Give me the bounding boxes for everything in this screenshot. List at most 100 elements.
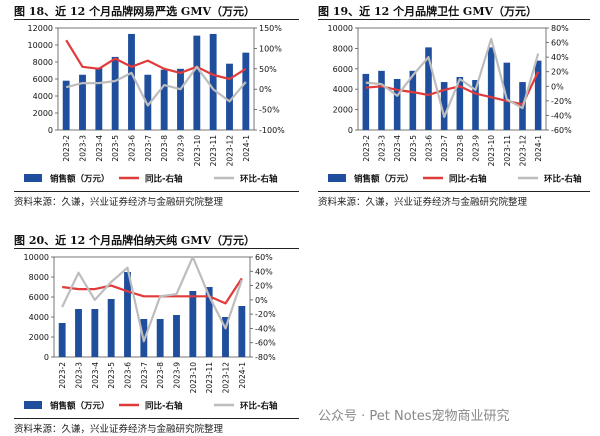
bar: [58, 323, 66, 357]
x-axis-tick-label: 2023-11: [209, 135, 218, 167]
bar: [238, 306, 246, 357]
legend-label: 同比-右轴: [145, 401, 183, 412]
figure-19-bottom-rule: [318, 191, 590, 192]
plot-frame: [357, 27, 547, 131]
figure-19-chart: 0 2000 4000 6000 8000 10000 -60% -40% -20% 0% 20% 4…: [328, 24, 582, 185]
right-axis-tick-label: -20%: [551, 97, 572, 106]
x-axis-tick-label: 2023-4: [91, 362, 100, 389]
right-axis-tick-label: -60%: [551, 126, 572, 135]
x-axis-tick-label: 2024-1: [534, 135, 543, 162]
left-axis-tick-label: 8000: [333, 44, 353, 53]
right-axis-tick-label: -40%: [255, 324, 276, 333]
figure-20-title-rule: [14, 248, 299, 249]
x-axis-tick-label: 2023-3: [79, 135, 88, 162]
left-axis-tick-label: 10000: [328, 24, 353, 33]
x-axis-tick-label: 2023-12: [519, 135, 528, 167]
bar: [128, 33, 135, 131]
right-axis-tick-label: -100%: [259, 126, 285, 135]
right-axis-tick-label: 20%: [255, 282, 273, 291]
right-axis-tick-label: 40%: [551, 53, 569, 62]
bar: [209, 33, 217, 131]
plot-frame: [53, 256, 251, 358]
bar: [534, 60, 542, 130]
x-axis-tick-label: 2024-1: [242, 135, 251, 162]
legend-label: 环比-右轴: [544, 174, 582, 185]
bar: [222, 317, 229, 357]
x-axis-tick-label: 2023-5: [111, 135, 120, 162]
x-axis-tick-label: 2023-7: [140, 362, 149, 389]
bar: [91, 309, 99, 357]
figure-20-title: 图 20、近 12 个月品牌伯纳天纯 GMV（万元）: [14, 234, 256, 247]
bar: [173, 315, 180, 357]
legend-swatch-bar: [24, 401, 42, 409]
figure-18-bottom-rule: [14, 191, 299, 192]
watermark: 公众号 · Pet Notes宠物商业研究: [318, 409, 510, 424]
right-axis-tick-label: 50%: [259, 65, 277, 74]
yoy-line: [65, 39, 247, 81]
x-axis-tick-label: 2023-10: [487, 135, 496, 167]
bar: [472, 80, 479, 130]
bar: [362, 73, 370, 130]
x-axis-tick-label: 2023-2: [362, 135, 371, 162]
left-axis-tick-label: 6000: [33, 75, 53, 84]
right-axis-tick-label: -60%: [255, 339, 276, 348]
bar: [189, 291, 197, 357]
left-axis-tick-label: 0: [48, 126, 53, 135]
x-axis-tick-label: 2023-9: [177, 135, 186, 162]
figure-18-title-rule: [14, 19, 299, 20]
x-axis-tick-label: 2023-6: [124, 362, 133, 389]
left-axis-tick-label: 8000: [33, 58, 53, 67]
legend-swatch-bar: [328, 174, 346, 182]
legend-label: 环比-右轴: [240, 174, 278, 185]
right-axis-tick-label: -40%: [551, 111, 572, 120]
left-axis-tick-label: 10000: [24, 253, 49, 262]
right-axis-tick-label: 80%: [551, 24, 569, 33]
x-axis-tick-label: 2023-8: [456, 135, 465, 162]
x-axis-tick-label: 2023-9: [472, 135, 481, 162]
x-axis-tick-label: 2023-3: [75, 362, 84, 389]
right-axis-tick-label: 60%: [255, 253, 273, 262]
right-axis-tick-label: 150%: [259, 24, 282, 33]
left-axis-tick-label: 0: [44, 353, 49, 362]
figure-20-source: 资料来源：久谦，兴业证券经济与金融研究院整理: [14, 424, 224, 435]
figure-19-title: 图 19、近 12 个月品牌卫仕 GMV（万元）: [318, 5, 538, 18]
figure-20-bottom-rule: [14, 418, 299, 419]
right-axis-tick-label: 100%: [259, 44, 282, 53]
x-axis-tick-label: 2023-8: [160, 135, 169, 162]
right-axis-tick-label: -20%: [255, 310, 276, 319]
x-axis-tick-label: 2023-11: [503, 135, 512, 167]
x-axis-tick-label: 2023-7: [440, 135, 449, 162]
x-axis-tick-label: 2023-4: [393, 135, 402, 162]
bar: [440, 82, 448, 130]
left-axis-tick-label: 8000: [29, 273, 49, 282]
x-axis-tick-label: 2023-5: [409, 135, 418, 162]
right-axis-tick-label: 0%: [551, 82, 564, 91]
legend-label: 同比-右轴: [449, 174, 487, 185]
bar: [378, 70, 385, 130]
bar: [160, 69, 168, 130]
left-axis-tick-label: 2000: [333, 106, 353, 115]
x-axis-tick-label: 2023-4: [95, 135, 104, 162]
x-axis-tick-label: 2023-2: [58, 362, 67, 389]
bar: [95, 67, 103, 130]
bar: [393, 79, 401, 130]
x-axis-tick-label: 2023-10: [189, 362, 198, 394]
x-axis-tick-label: 2023-11: [205, 362, 214, 394]
x-axis-tick-label: 2023-10: [193, 135, 202, 167]
legend-label: 环比-右轴: [240, 401, 278, 412]
x-axis-tick-label: 2023-8: [156, 362, 165, 389]
left-axis-tick-label: 4000: [33, 92, 53, 101]
yoy-line: [62, 277, 243, 305]
bar: [425, 47, 432, 130]
right-axis-tick-label: -80%: [255, 353, 276, 362]
x-axis-tick-label: 2023-12: [222, 362, 231, 394]
right-axis-tick-label: 40%: [255, 267, 273, 276]
left-axis-tick-label: 4000: [29, 313, 49, 322]
left-axis-tick-label: 2000: [29, 333, 49, 342]
x-axis-tick-label: 2023-9: [173, 362, 182, 389]
left-axis-tick-label: 4000: [333, 85, 353, 94]
figure-19-source: 资料来源：久谦，兴业证券经济与金融研究院整理: [318, 197, 528, 208]
bar: [144, 74, 152, 130]
legend-label: 同比-右轴: [145, 174, 183, 185]
mom-line: [365, 37, 540, 119]
